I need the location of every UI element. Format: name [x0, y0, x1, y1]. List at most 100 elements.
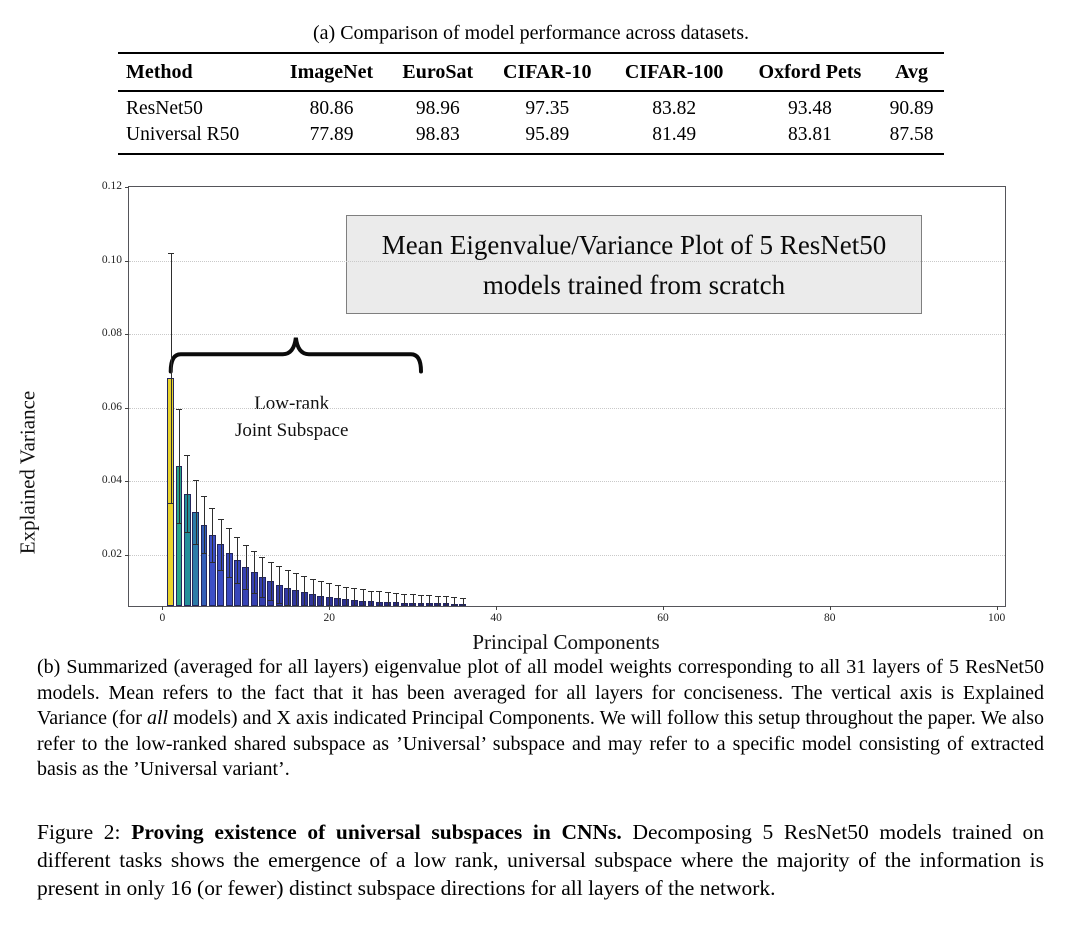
- error-bar: [354, 587, 356, 606]
- error-bar-cap: [359, 589, 366, 591]
- error-bar-cap: [242, 544, 249, 546]
- column-header: ImageNet: [289, 61, 374, 83]
- error-bar: [304, 576, 306, 606]
- value-cell: 83.82: [652, 98, 697, 119]
- bar: [359, 600, 366, 606]
- eigenvalue-chart: Explained Variance Low-rank Joint Subspa…: [0, 170, 1080, 654]
- error-bar: [446, 596, 448, 606]
- error-bar-cap: [209, 561, 216, 563]
- y-tick-mark: [125, 260, 129, 262]
- error-bar: [312, 578, 314, 606]
- error-bar-cap: [184, 455, 191, 457]
- x-tick-mark: [662, 606, 664, 610]
- value-cell: 80.86: [309, 98, 354, 119]
- error-bar: [254, 551, 256, 594]
- bar: [167, 378, 175, 606]
- error-bar-cap: [242, 588, 249, 590]
- error-bar-cap: [326, 582, 333, 584]
- caption-b-text-2: models) and X axis indicated Principal C…: [37, 707, 1044, 781]
- bar: [217, 544, 225, 606]
- error-bar-cap: [334, 584, 341, 586]
- bar: [342, 599, 350, 606]
- y-tick-label: 0.08: [101, 327, 122, 340]
- error-bar-cap: [209, 507, 216, 509]
- x-tick-mark: [829, 606, 831, 610]
- value-cell: 83.81: [787, 124, 832, 145]
- value-cell: 81.49: [652, 124, 697, 145]
- error-bar-cap: [251, 593, 258, 595]
- performance-table-header: Method ImageNet EuroSat CIFAR-10 CIFAR-100 Ox…: [118, 53, 944, 91]
- performance-table: Method ImageNet EuroSat CIFAR-10 CIFAR-100 Ox…: [118, 52, 944, 155]
- bar: [250, 572, 258, 606]
- error-bar-cap: [276, 566, 283, 568]
- error-bar-cap: [167, 503, 174, 505]
- figure-caption: Figure 2: Proving existence of universal…: [37, 818, 1044, 902]
- error-bar-cap: [201, 553, 208, 555]
- x-tick-mark: [996, 606, 998, 610]
- bar: [225, 552, 233, 606]
- error-bar: [195, 480, 197, 544]
- error-bar-cap: [301, 576, 308, 578]
- bar: [334, 598, 341, 606]
- chart-title-box: Mean Eigenvalue/Variance Plot of 5 ResNe…: [346, 215, 922, 314]
- value-cell: 87.58: [889, 124, 934, 145]
- error-bar-cap: [267, 561, 274, 563]
- error-bar-cap: [284, 569, 291, 571]
- x-tick-label: 20: [323, 612, 335, 624]
- error-bar: [287, 569, 289, 606]
- error-bar-cap: [167, 253, 174, 255]
- bar: [417, 603, 425, 606]
- x-axis-title: Principal Components: [472, 630, 660, 654]
- error-bar: [187, 455, 189, 533]
- error-bar-cap: [251, 551, 258, 553]
- error-bar-cap: [276, 603, 283, 605]
- bar: [259, 576, 266, 606]
- method-cell: ResNet50: [126, 98, 203, 119]
- error-bar: [295, 573, 297, 606]
- y-tick-mark: [125, 554, 129, 556]
- error-bar: [279, 566, 281, 604]
- error-bar-cap: [451, 597, 458, 599]
- y-tick-mark: [125, 334, 129, 336]
- x-tick-label: 0: [159, 612, 166, 624]
- error-bar-cap: [443, 596, 450, 598]
- lowrank-annotation-line1: Low-rank: [254, 392, 330, 414]
- plot-area: Low-rank Joint Subspace Mean Eigenvalue/…: [102, 180, 1006, 624]
- figure-caption-rest: Decomposing 5 ResNet50 models trained on…: [37, 820, 1044, 900]
- x-tick-mark: [162, 606, 164, 610]
- gridline: [129, 407, 1005, 409]
- error-bar: [412, 594, 414, 606]
- bar: [175, 466, 183, 606]
- figure-caption-label: Figure 2:: [37, 820, 132, 844]
- y-axis-title: Explained Variance: [15, 390, 40, 555]
- error-bar-cap: [267, 600, 274, 602]
- error-bar: [462, 597, 464, 606]
- y-tick-label: 0.12: [101, 180, 122, 192]
- caption-b-italic: all: [147, 707, 169, 730]
- bar: [325, 597, 333, 606]
- bar: [183, 493, 191, 606]
- column-header: CIFAR-10: [503, 61, 592, 83]
- error-bar: [262, 556, 264, 598]
- value-cell: 95.89: [525, 124, 570, 145]
- error-bar-cap: [234, 583, 241, 585]
- chart-title-line2: models trained from scratch: [482, 269, 786, 300]
- column-header: CIFAR-100: [624, 61, 724, 83]
- error-bar-cap: [184, 532, 191, 534]
- error-bar: [179, 409, 181, 524]
- method-cell: Universal R50: [126, 124, 240, 145]
- x-tick-label: 40: [490, 612, 502, 624]
- bar: [200, 524, 208, 606]
- bar: [192, 511, 200, 606]
- column-header: Avg: [895, 61, 929, 83]
- value-cell: 98.83: [415, 124, 460, 145]
- error-bar-cap: [376, 591, 383, 593]
- bar: [434, 603, 442, 606]
- error-bar: [229, 528, 231, 577]
- error-bar: [204, 496, 206, 554]
- error-bar-cap: [284, 605, 291, 607]
- error-bar: [437, 596, 439, 606]
- bar: [400, 602, 408, 606]
- error-bar-cap: [259, 597, 266, 599]
